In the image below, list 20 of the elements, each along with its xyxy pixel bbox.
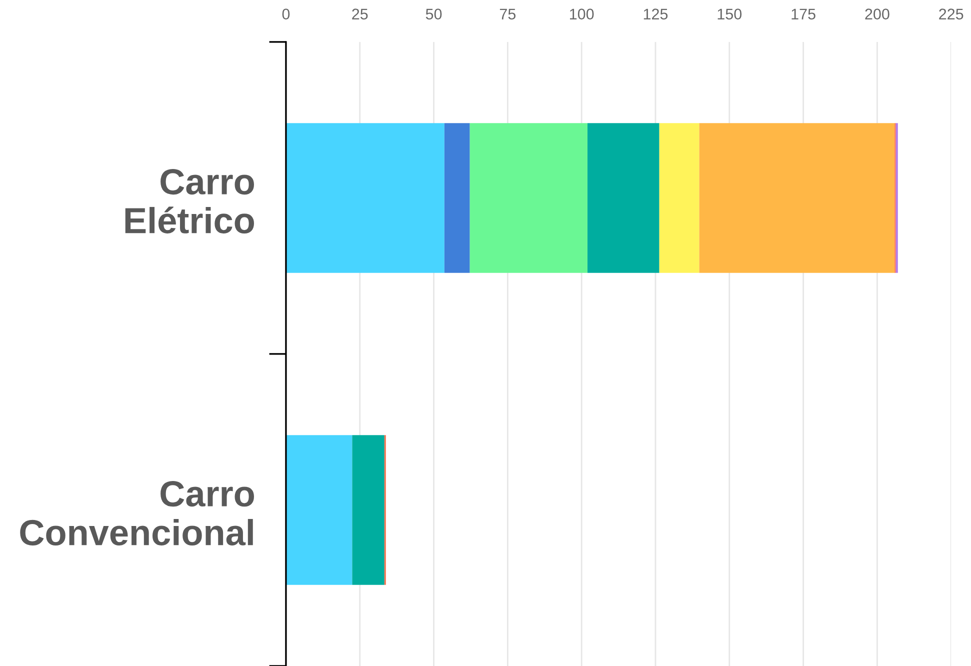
y-tick-label: Carro Convencional — [20, 481, 254, 546]
bar — [286, 123, 444, 273]
x-tick-label: 225 — [939, 8, 964, 20]
x-tick-label: 175 — [792, 8, 816, 20]
bar — [699, 123, 895, 273]
bar — [659, 123, 700, 273]
x-tick-label: 200 — [865, 8, 890, 20]
x-tick-label: 100 — [570, 8, 594, 20]
x-tick-label: 0 — [282, 8, 290, 20]
bar — [352, 435, 384, 585]
x-tick-label: 75 — [500, 8, 516, 20]
bar — [587, 123, 660, 273]
bar — [444, 123, 470, 273]
x-tick-label: 50 — [426, 8, 442, 20]
x-tick-label: 125 — [644, 8, 668, 20]
x-tick-label: 25 — [352, 8, 368, 20]
y-tick-label: Carro Elétrico — [125, 169, 254, 234]
x-tick-label: 150 — [718, 8, 742, 20]
bar — [470, 123, 588, 273]
bar — [286, 435, 352, 585]
